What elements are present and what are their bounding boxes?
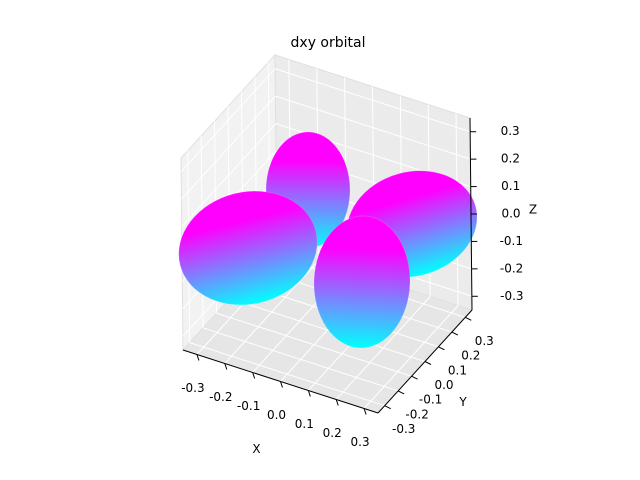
y-tick: [424, 361, 432, 365]
chart-title: dxy orbital: [291, 35, 366, 51]
x-tick: [363, 408, 367, 415]
x-tick-label: 0.2: [323, 426, 342, 440]
surface: [178, 131, 478, 349]
x-tick: [252, 372, 256, 379]
axes: -0.3-0.2-0.10.00.10.20.3-0.3-0.2-0.10.00…: [181, 117, 537, 456]
lobe: [178, 190, 318, 306]
grid-line: [180, 68, 276, 173]
z-tick-label: 0.2: [501, 152, 520, 166]
x-tick-label: -0.2: [209, 390, 232, 404]
axis-line: [377, 309, 473, 414]
x-tick: [196, 354, 200, 361]
y-tick-label: -0.2: [405, 407, 428, 421]
grid-line: [181, 123, 277, 227]
grid-line: [229, 298, 426, 362]
x-tick: [280, 381, 283, 388]
y-tick: [465, 316, 472, 321]
y-tick-label: 0.2: [461, 349, 480, 363]
grid-line: [181, 95, 276, 200]
y-tick: [397, 390, 405, 395]
lobe: [313, 215, 411, 349]
y-tick: [451, 331, 459, 336]
x-tick-label: -0.1: [237, 399, 260, 413]
y-tick: [384, 405, 391, 410]
y-tick-label: -0.3: [392, 422, 415, 436]
z-axis-label: Z: [529, 203, 537, 217]
x-tick-label: 0.3: [351, 435, 370, 449]
z-tick-label: -0.3: [500, 289, 523, 303]
y-tick-label: -0.1: [419, 393, 442, 407]
grid-line: [275, 95, 471, 160]
z-tick-label: 0.1: [501, 179, 520, 193]
x-axis-label: X: [252, 442, 260, 456]
y-tick: [438, 346, 445, 351]
x-tick-label: -0.3: [181, 381, 204, 395]
y-tick: [411, 375, 418, 380]
x-tick-label: 0.1: [295, 417, 314, 431]
y-tick-label: 0.3: [475, 334, 494, 348]
y-tick-label: 0.0: [434, 378, 453, 392]
z-tick-label: 0.3: [501, 124, 520, 138]
grid-line: [202, 327, 399, 392]
z-tick-label: -0.2: [500, 261, 523, 275]
x-tick: [307, 390, 311, 397]
x-tick: [224, 363, 228, 370]
z-tick-label: 0.0: [501, 207, 520, 221]
grid-line: [189, 342, 385, 407]
grid-line: [274, 68, 471, 133]
axis-line: [182, 349, 379, 414]
grid-line: [216, 312, 412, 377]
x-tick-label: 0.0: [267, 408, 286, 422]
z-tick-label: -0.1: [500, 234, 523, 248]
axis-line: [469, 117, 473, 311]
y-tick-label: 0.1: [448, 363, 467, 377]
y-axis-label: Y: [458, 395, 467, 409]
x-tick: [335, 399, 339, 406]
